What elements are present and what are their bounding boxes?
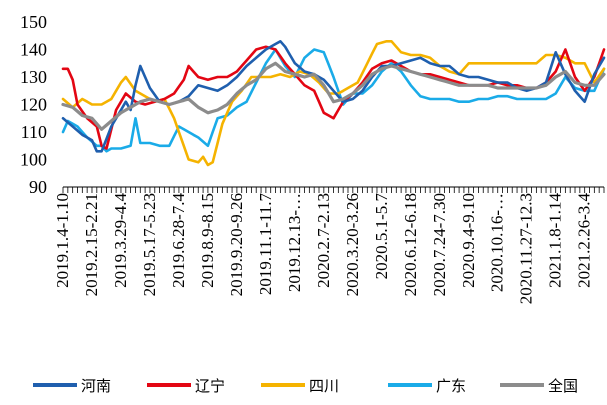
- legend: 河南 辽宁 四川 广东 全国: [0, 370, 607, 400]
- x-tick-label: 2020.5.1-5.7: [372, 193, 391, 280]
- x-tick-label: 2019.8.9-8.15: [198, 193, 217, 288]
- x-tick-label: 2020.7.24-7.30: [430, 193, 449, 296]
- x-tick-label: 2019.2.15-2.21: [82, 193, 101, 296]
- legend-label: 河南: [81, 376, 112, 395]
- x-tick-label: 2020.2.7-2.13: [314, 193, 333, 288]
- y-tick-label: 130: [20, 67, 47, 87]
- legend-item: 辽宁: [147, 370, 225, 400]
- x-axis-tick-labels: 2019.1.4-1.10 2019.2.15-2.21 2019.3.29-4.4…: [53, 193, 594, 305]
- legend-swatch: [261, 383, 305, 387]
- legend-label: 辽宁: [195, 376, 226, 395]
- x-tick-label: 2020.10.16-…: [488, 193, 507, 292]
- legend-label: 广东: [436, 376, 467, 395]
- y-axis-ticks: 90 100 110 120 130 140 150: [20, 12, 47, 197]
- x-tick-label: 2019.5.17-5.23: [140, 193, 159, 296]
- x-tick-label: 2020.6.12-6.18: [401, 193, 420, 296]
- x-tick-label: 2020.11.27-12.3: [517, 193, 536, 304]
- legend-swatch: [33, 383, 77, 387]
- x-tick-label: 2020.3.20-3.26: [343, 193, 362, 296]
- x-tick-label: 2019.12.13-…: [285, 193, 304, 292]
- y-tick-label: 110: [21, 122, 47, 142]
- series-line-3: [61, 48, 606, 153]
- y-tick-label: 150: [20, 12, 47, 32]
- y-tick-label: 120: [20, 95, 47, 115]
- legend-item: 四川: [261, 370, 339, 400]
- x-tick-label: 2021.2.26-3.4: [575, 193, 594, 288]
- x-axis: [62, 186, 605, 193]
- legend-swatch: [500, 383, 544, 387]
- legend-swatch: [147, 383, 191, 387]
- x-tick-label: 2020.9.4-9.10: [459, 193, 478, 288]
- y-tick-label: 90: [29, 177, 47, 197]
- legend-label: 全国: [548, 376, 579, 395]
- x-tick-label: 2019.1.4-1.10: [53, 193, 72, 288]
- y-tick-label: 100: [20, 150, 47, 170]
- series-layer: [61, 40, 606, 167]
- x-tick-label: 2019.6.28-7.4: [169, 193, 188, 288]
- series-line-4: [61, 61, 606, 131]
- legend-item: 全国: [500, 370, 578, 400]
- y-tick-label: 140: [20, 40, 47, 60]
- legend-item: 河南: [33, 370, 111, 400]
- x-tick-label: 2019.3.29-4.4: [111, 193, 130, 288]
- x-tick-label: 2021.1.8-1.14: [546, 193, 565, 288]
- x-tick-label: 2019.11.1-11.7: [256, 193, 275, 296]
- legend-label: 四川: [309, 376, 340, 395]
- series-line-0: [61, 40, 606, 153]
- line-chart: 90 100 110 120 130 140 150 2019.1.4-1.10 2019.2…: [20, 12, 606, 305]
- x-tick-label: 2019.9.20-9.26: [227, 193, 246, 296]
- legend-swatch: [388, 383, 432, 387]
- legend-item: 广东: [388, 370, 466, 400]
